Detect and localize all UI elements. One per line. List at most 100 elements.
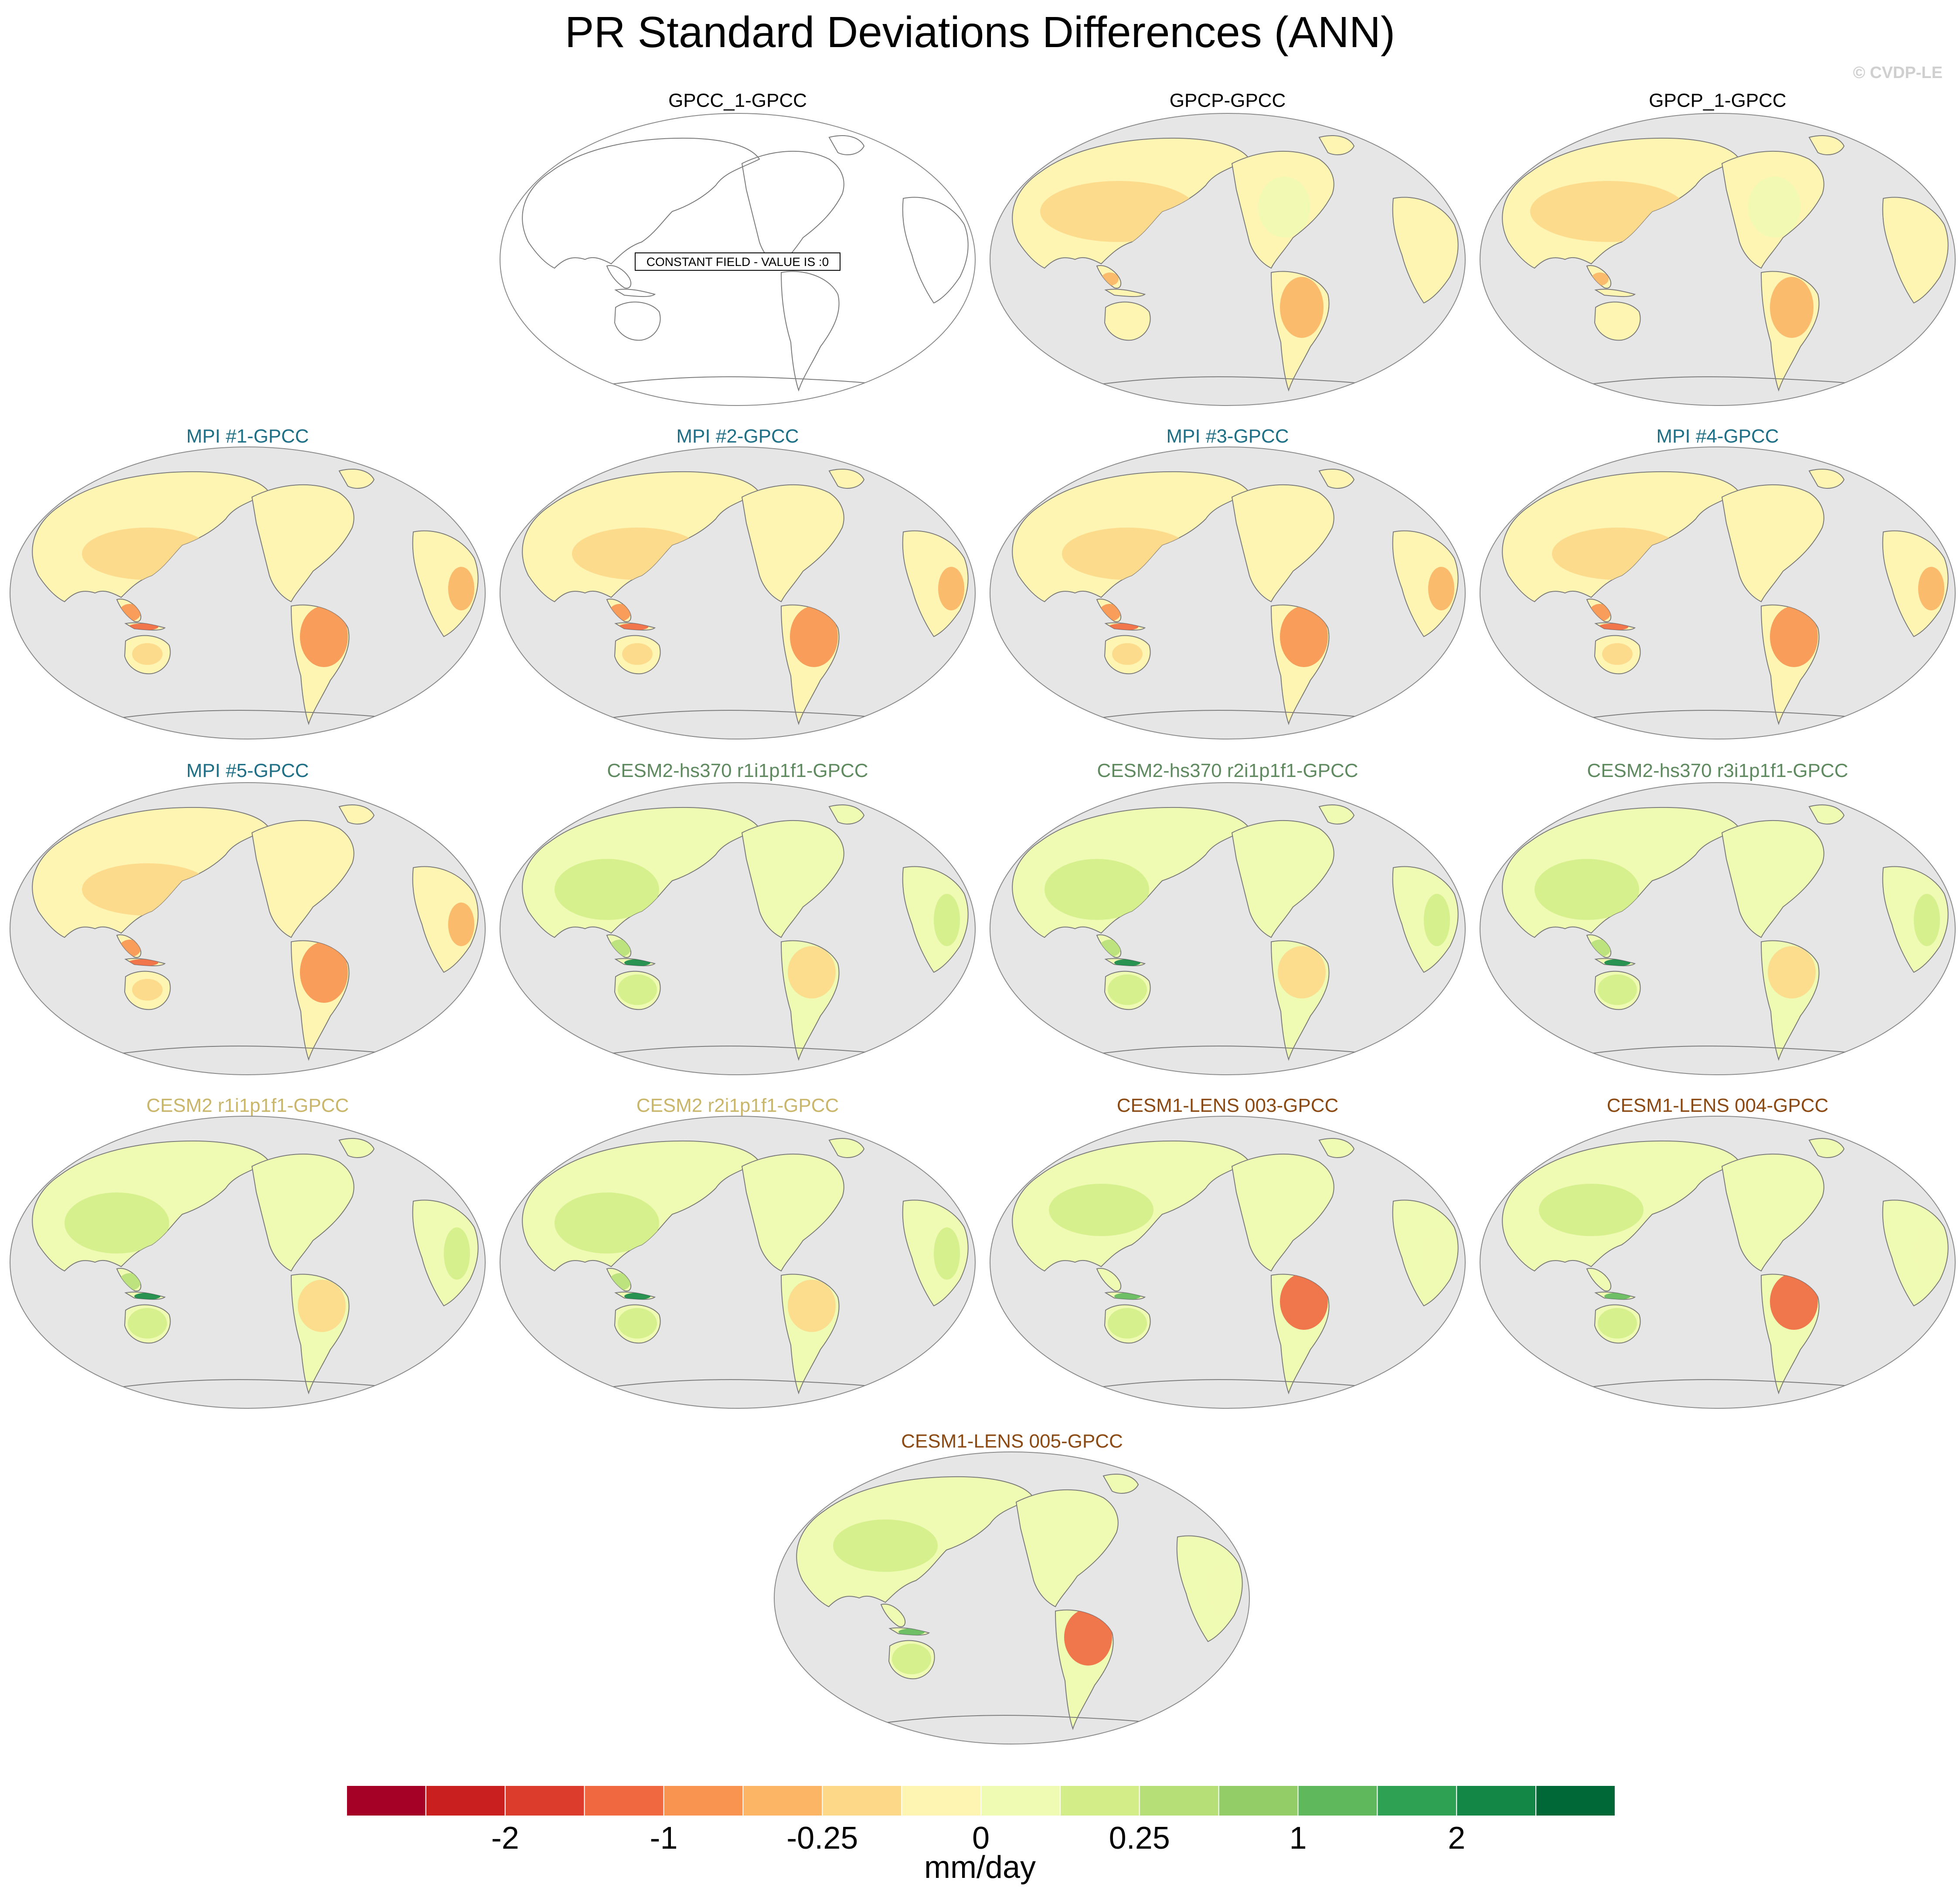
coastline-namerica: [1016, 1489, 1119, 1608]
coastline-africa: [902, 197, 969, 304]
colorbar-box: [425, 1785, 506, 1816]
map-panel: CONSTANT FIELD - VALUE IS :0: [500, 113, 976, 406]
anomaly-region: [1278, 946, 1326, 998]
anomaly-region: [1598, 623, 1628, 630]
map-panel: [990, 113, 1466, 406]
map-panel: [500, 782, 976, 1075]
colorbar-box: [1297, 1785, 1378, 1816]
map-panel: [10, 1116, 486, 1409]
anomaly-region: [1112, 643, 1143, 665]
anomaly-region: [555, 1192, 659, 1254]
colorbar-box: [822, 1785, 902, 1816]
coastline-greenland: [338, 804, 375, 824]
coastline-indonesia: [1104, 289, 1146, 297]
anomaly-region: [1768, 946, 1816, 998]
panel-title: CESM1-LENS 005-GPCC: [901, 1431, 1123, 1452]
constant-field-text: CONSTANT FIELD - VALUE IS :0: [647, 255, 829, 269]
panel-title: GPCP_1-GPCC: [1649, 90, 1786, 111]
coastline-namerica: [1231, 484, 1334, 603]
coastline-greenland: [1808, 804, 1845, 824]
anomaly-region: [128, 623, 158, 630]
anomaly-region: [1428, 567, 1454, 610]
coastline-seasia: [881, 1604, 906, 1627]
panel-title: CESM2 r2i1p1f1-GPCC: [636, 1095, 839, 1116]
anomaly-region: [1208, 1563, 1235, 1615]
coastline-namerica: [1231, 820, 1334, 938]
anomaly-region: [1604, 1293, 1630, 1300]
coastline-namerica: [251, 484, 354, 603]
colorbar-box: [504, 1785, 585, 1816]
coastline-greenland: [338, 469, 375, 489]
coastline-seasia: [606, 265, 632, 289]
coastline-namerica: [741, 1153, 844, 1272]
anomaly-region: [624, 1293, 650, 1300]
anomaly-region: [934, 894, 960, 946]
colorbar-box: [1377, 1785, 1457, 1816]
coastline-samerica: [780, 271, 840, 392]
map-panel: [1480, 782, 1956, 1075]
anomaly-region: [134, 1293, 160, 1300]
coastline-australia: [1104, 301, 1151, 341]
anomaly-region: [1748, 177, 1800, 238]
anomaly-region: [892, 1644, 932, 1674]
colorbar: [347, 1785, 1615, 1816]
colorbar-box: [980, 1785, 1061, 1816]
panel-title: CESM2 r1i1p1f1-GPCC: [146, 1095, 349, 1116]
anomaly-region: [1598, 974, 1637, 1005]
coastline-eurasia: [522, 137, 760, 269]
anomaly-region: [1914, 894, 1940, 946]
constant-field-note: CONSTANT FIELD - VALUE IS :0: [635, 252, 840, 271]
coastline-namerica: [251, 820, 354, 938]
anomaly-region: [128, 1308, 167, 1339]
anomaly-region: [1598, 1308, 1637, 1339]
coastline-namerica: [741, 150, 844, 269]
map-panel: [990, 1116, 1466, 1409]
colorbar-box: [1059, 1785, 1140, 1816]
anomaly-region: [788, 946, 836, 998]
anomaly-region: [1049, 1184, 1154, 1236]
coastline-australia: [614, 301, 661, 341]
anomaly-region: [1914, 1227, 1940, 1280]
coastline-namerica: [1721, 820, 1824, 938]
coastline-seasia: [1096, 1268, 1122, 1291]
map-panel: [774, 1451, 1250, 1744]
map-panel: [1480, 1116, 1956, 1409]
colorbar-units: mm/day: [924, 1850, 1036, 1885]
anomaly-region: [1280, 1274, 1328, 1330]
coastline-namerica: [251, 1153, 354, 1272]
coastline-namerica: [1721, 1153, 1824, 1272]
coastline-indonesia: [614, 289, 656, 297]
map-panel: [500, 1116, 976, 1409]
anomaly-region: [1108, 974, 1147, 1005]
map-panel: [990, 782, 1466, 1075]
anomaly-region: [1535, 859, 1639, 920]
anomaly-region: [444, 1227, 470, 1280]
coastline-greenland: [828, 804, 865, 824]
colorbar-tick-label: -2: [491, 1821, 519, 1856]
colorbar-box: [1456, 1785, 1537, 1816]
colorbar-box: [1139, 1785, 1219, 1816]
anomaly-region: [618, 1308, 657, 1339]
coastline-greenland: [1808, 469, 1845, 489]
map-panel: [1480, 113, 1956, 406]
watermark: © CVDP-LE: [1853, 64, 1943, 82]
colorbar-box: [901, 1785, 981, 1816]
anomaly-region: [1424, 1227, 1450, 1280]
coastline-greenland: [1318, 135, 1355, 155]
anomaly-region: [618, 623, 648, 630]
anomaly-region: [1411, 225, 1446, 277]
panel-title: MPI #1-GPCC: [186, 426, 309, 447]
anomaly-region: [1918, 567, 1944, 610]
anomaly-region: [1108, 623, 1138, 630]
anomaly-region: [1280, 606, 1328, 667]
anomaly-region: [300, 606, 348, 667]
panel-title: CESM1-LENS 004-GPCC: [1606, 1095, 1829, 1116]
anomaly-region: [1604, 959, 1630, 966]
colorbar-box: [663, 1785, 744, 1816]
anomaly-region: [1108, 1308, 1147, 1339]
coastline-greenland: [1318, 1138, 1355, 1158]
panel-title: GPCP-GPCC: [1169, 90, 1286, 111]
coastline-namerica: [1721, 484, 1824, 603]
colorbar-box: [347, 1785, 426, 1816]
anomaly-region: [65, 1192, 169, 1254]
